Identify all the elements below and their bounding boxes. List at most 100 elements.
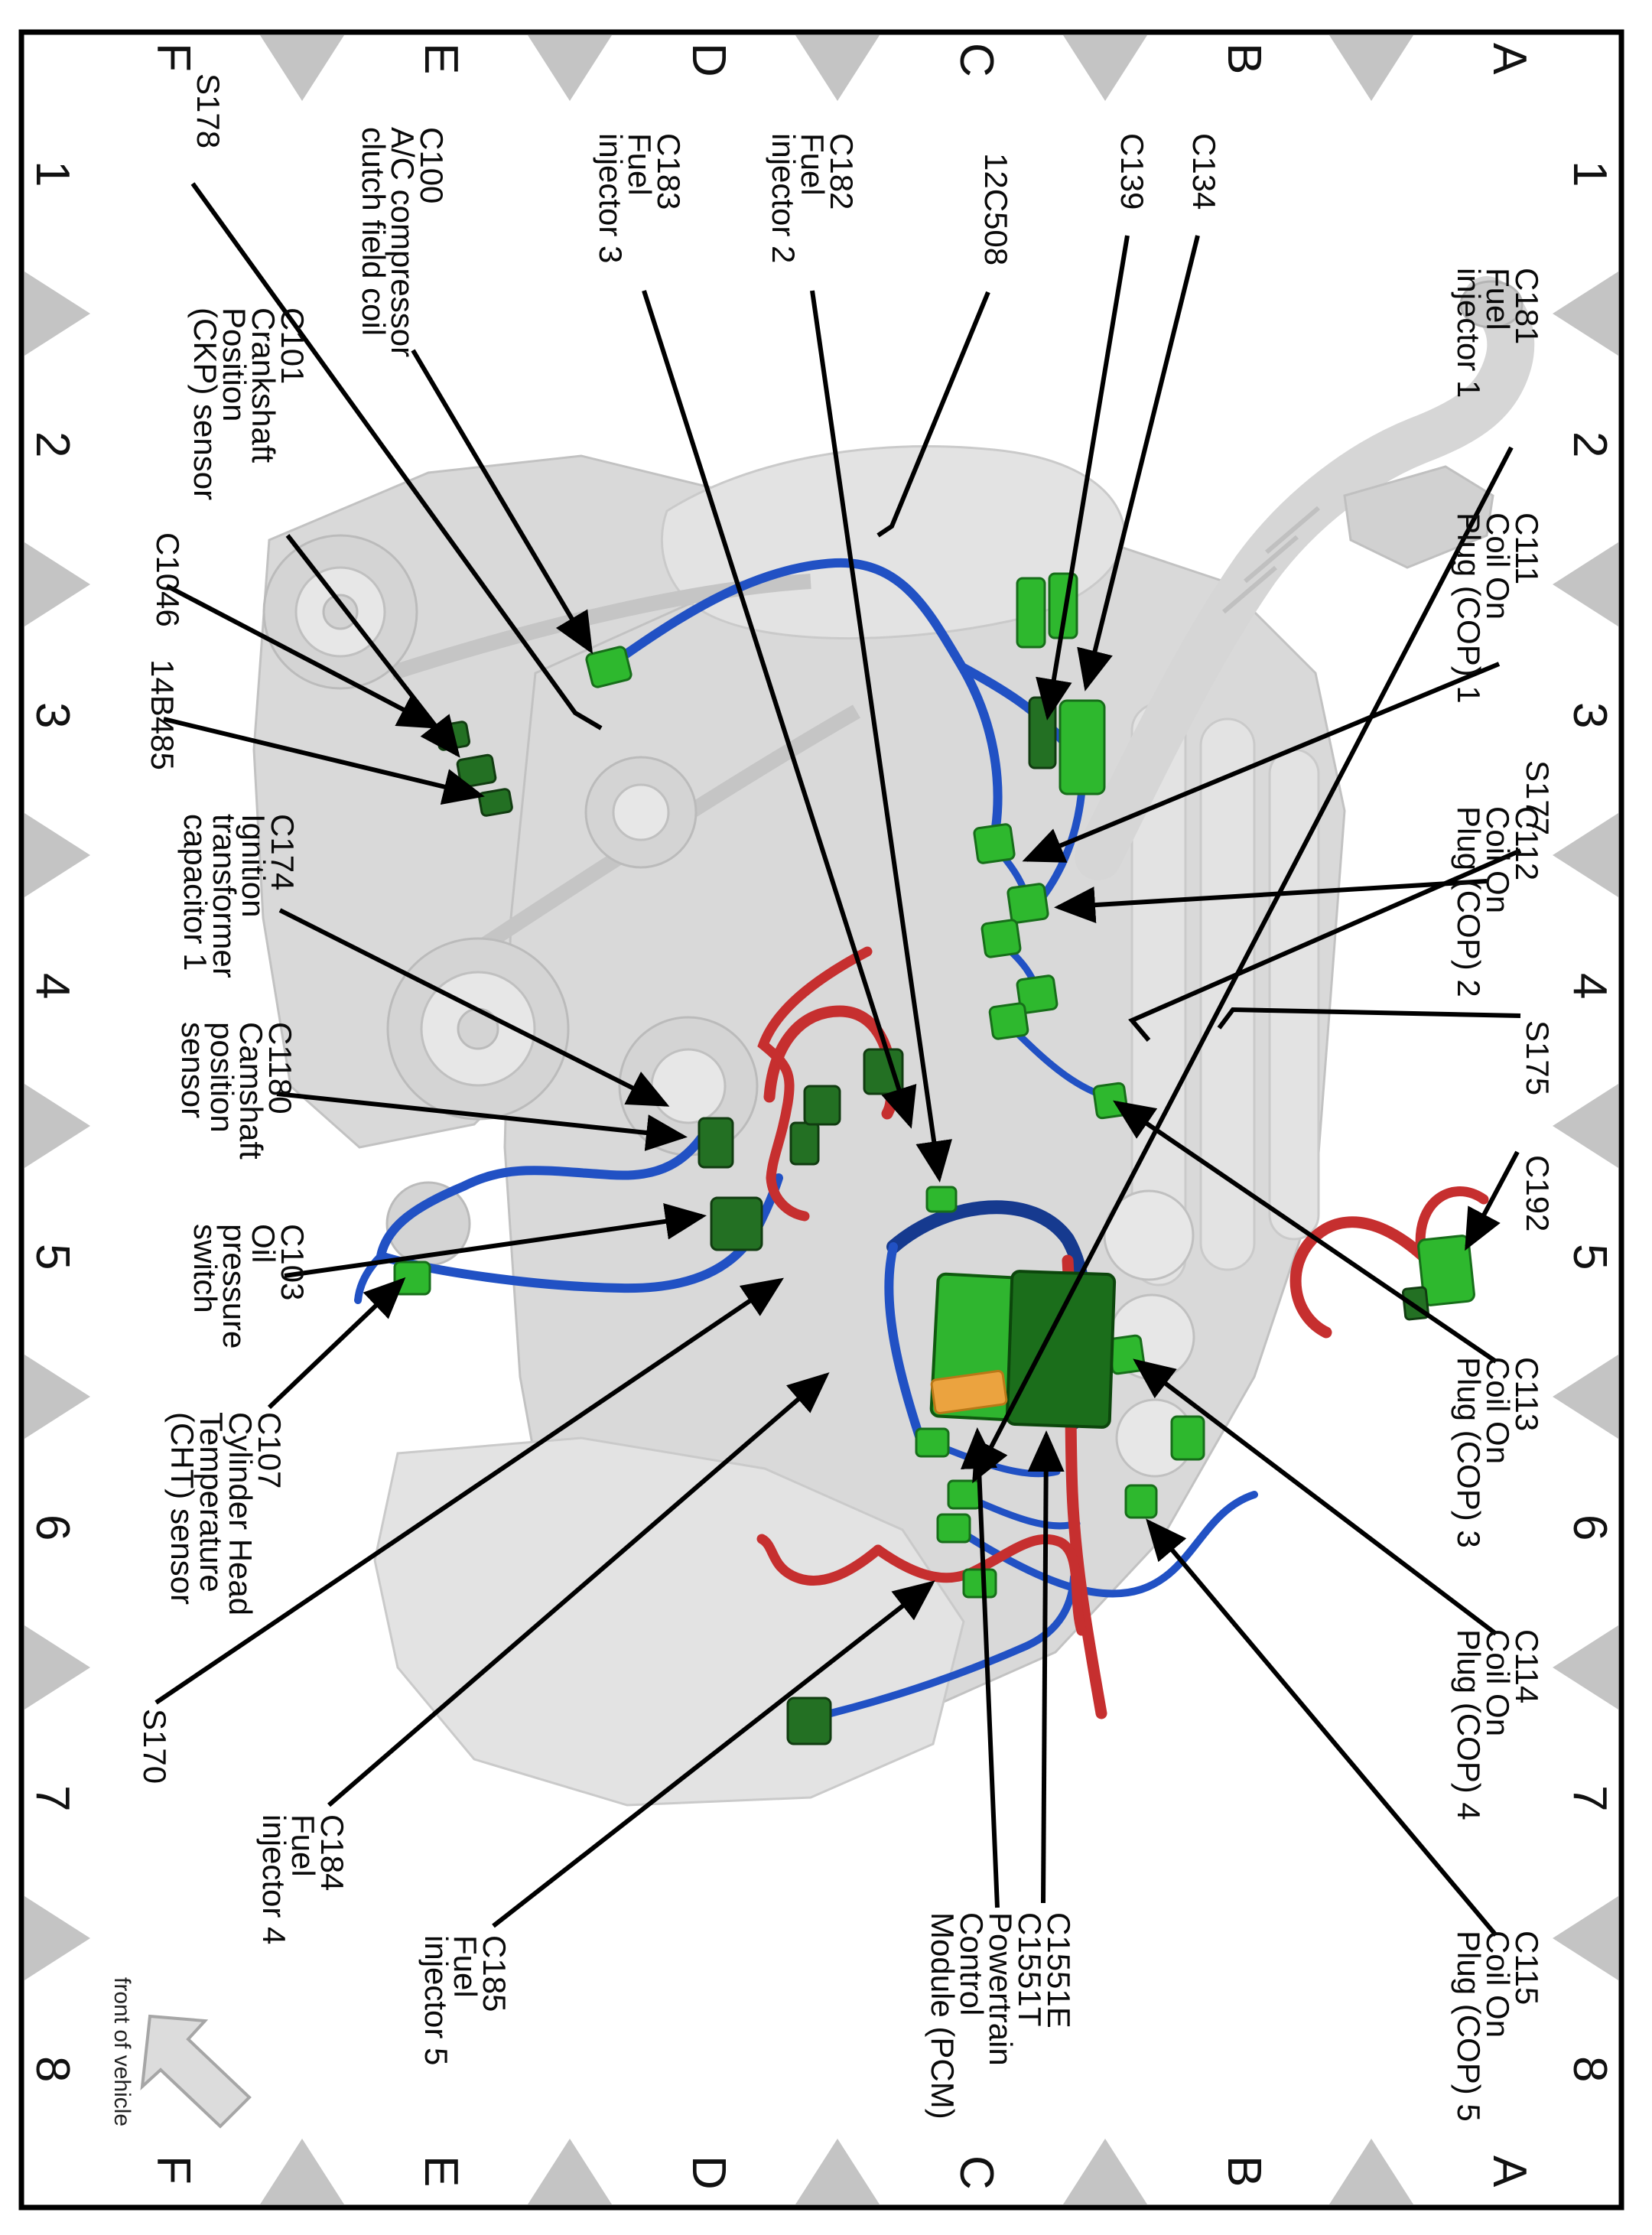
grid-marker-triangle [1063, 35, 1147, 101]
callout-text: C111 [1509, 512, 1545, 584]
callout-text: pressure [216, 1224, 252, 1348]
grid-marker-triangle [1553, 1084, 1618, 1168]
callout-text: S175 [1520, 1020, 1556, 1095]
callout-c113: C113 Coil On Plug (COP) 3 [1451, 1357, 1545, 1548]
red-harness-bottom-snake [873, 1534, 1087, 1636]
callout-c115: C115 Coil On Plug (COP) 5 [1451, 1931, 1545, 2122]
callout-c139: C139 [1114, 133, 1150, 210]
callout-text: injector 2 [766, 133, 802, 263]
callout-text: injector 4 [256, 1814, 292, 1944]
callout-c134: C134 [1186, 133, 1222, 210]
grid-marker-triangle [24, 813, 90, 897]
callout-text: Crankshaft [246, 307, 281, 463]
callout-text: Coil On [1480, 1931, 1516, 2038]
callout-c182: C182 Fuel injector 2 [766, 133, 860, 263]
grid-letter-top: F [147, 43, 200, 72]
intake-runner [1268, 748, 1320, 1241]
callout-text: injector 5 [418, 1935, 454, 2065]
grid-number-left: 8 [26, 2056, 79, 2082]
grid-number-left: 3 [26, 702, 79, 728]
idler-pulley-inner [612, 783, 670, 841]
connector-aux [789, 1121, 820, 1166]
callout-c103: C103 Oil pressure switch [187, 1224, 311, 1348]
page-border [18, 29, 1624, 2211]
callout-line-c1180 [276, 1091, 688, 1151]
callout-line-s170 [154, 1277, 784, 1705]
callout-text: C174 [265, 814, 301, 890]
callout-line-pcm-t [1027, 1430, 1065, 1904]
callout-text: (CHT) sensor [164, 1412, 200, 1605]
callout-text: S177 [1520, 760, 1556, 835]
callout-c107: C107 Cylinder Head Temperature (CHT) sen… [164, 1412, 288, 1615]
grid-number-left: 4 [26, 973, 79, 999]
grid-marker-triangle [24, 1625, 90, 1710]
callout-s170: S170 [137, 1709, 173, 1784]
callout-line-c183 [642, 290, 917, 1129]
grid-number-right: 3 [1563, 702, 1616, 728]
red-harness-c192-loop [1415, 1186, 1489, 1257]
callout-c1180: C1180 Camshaft position sensor [175, 1022, 298, 1160]
callout-pcm: C1551E C1551T Powertrain Control Module … [925, 1912, 1077, 2120]
grid-marker-triangle [24, 1084, 90, 1168]
connector-c192 [1417, 1235, 1475, 1306]
callout-c1046: C1046 [150, 532, 186, 627]
grid-marker-triangle [1553, 1355, 1618, 1439]
callout-line-c192 [1465, 1150, 1520, 1251]
connector-c100 [585, 646, 633, 688]
connector-c134 [1059, 699, 1106, 795]
grid-number-right: 1 [1563, 161, 1616, 187]
callout-s178: S178 [190, 73, 226, 148]
intake-port [1103, 1189, 1195, 1281]
grid-number-left: 5 [26, 1244, 79, 1270]
callout-text: C100 [414, 127, 450, 203]
callout-text: C1551T [1012, 1912, 1048, 2026]
callout-text: (CKP) sensor [187, 307, 223, 500]
grid-marker-triangle [795, 35, 880, 101]
callout-text: transformer [206, 814, 242, 978]
blue-harness-pcm-drop [884, 1242, 927, 1450]
callout-line-s178 [190, 182, 603, 730]
callout-text: C184 [314, 1814, 350, 1891]
callout-14b485: 14B485 [145, 659, 180, 770]
grid-marker-triangle [1553, 272, 1618, 356]
pcm-orange-connector [930, 1369, 1008, 1415]
callout-text: Powertrain [983, 1912, 1019, 2066]
callout-text: Coil On [1480, 1629, 1516, 1736]
callout-text: Coil On [1480, 1357, 1516, 1464]
callout-text: C192 [1520, 1155, 1556, 1231]
callout-text: Module (PCM) [925, 1912, 961, 2120]
callout-line-s177 [1128, 848, 1522, 1042]
callout-text: Coil On [1480, 512, 1516, 620]
grid-letter-bottom: A [1483, 2155, 1536, 2188]
connector-bottom-left [786, 1697, 832, 1745]
grid-letter-top: B [1218, 43, 1270, 74]
callout-text: 14B485 [145, 659, 180, 770]
grid-letter-bottom: F [147, 2155, 200, 2185]
connector-cop1 [973, 823, 1016, 864]
callout-text: Fuel [622, 133, 658, 196]
callout-text: S170 [137, 1709, 173, 1784]
air-intake-tube [1075, 276, 1535, 880]
grid-marker-triangle [24, 272, 90, 356]
callout-text: Control [954, 1912, 990, 2015]
callout-line-14b485 [163, 717, 485, 805]
callout-text: injector 1 [1451, 268, 1487, 398]
connector-injector-5 [962, 1568, 997, 1599]
grid-number-right: 8 [1563, 2056, 1616, 2082]
callout-line-c115 [1146, 1518, 1498, 1937]
grid-letter-bottom: B [1218, 2155, 1270, 2187]
grid-number-left: 6 [26, 1514, 79, 1540]
connector-c1180 [698, 1117, 734, 1169]
connector-center-2 [803, 1085, 841, 1126]
grid-number-right: 4 [1563, 973, 1616, 999]
grid-marker-triangle [1553, 1896, 1618, 1980]
grid-marker-triangle [1329, 35, 1413, 101]
callout-s175: S175 [1520, 1020, 1556, 1095]
connector-c103 [710, 1196, 763, 1251]
callout-text: Cylinder Head [223, 1412, 259, 1615]
grid-marker-triangle [795, 2139, 880, 2204]
callout-text: injector 3 [593, 133, 629, 263]
callout-line-c181 [972, 446, 1514, 1484]
callout-line-c134 [1077, 235, 1200, 691]
